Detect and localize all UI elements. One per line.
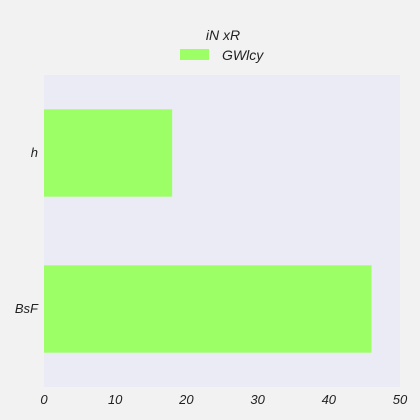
legend-title: iN xR bbox=[206, 27, 240, 43]
x-tick-label-40: 40 bbox=[322, 392, 337, 407]
bar-BsF bbox=[44, 265, 372, 353]
x-tick-label-20: 20 bbox=[178, 392, 194, 407]
y-axis-labels: BsF h bbox=[15, 145, 39, 316]
x-axis-labels: 0 10 20 30 40 50 bbox=[40, 392, 408, 407]
legend: iN xR GWlcy bbox=[180, 27, 264, 63]
x-tick-label-10: 10 bbox=[108, 392, 123, 407]
x-tick-label-30: 30 bbox=[250, 392, 265, 407]
x-tick-label-0: 0 bbox=[40, 392, 48, 407]
legend-swatch bbox=[180, 49, 209, 60]
y-tick-label-h: h bbox=[31, 145, 38, 160]
bars-group bbox=[44, 109, 372, 353]
y-tick-label-BsF: BsF bbox=[15, 301, 39, 316]
x-tick-label-50: 50 bbox=[393, 392, 408, 407]
bar-h bbox=[44, 109, 173, 197]
legend-label: GWlcy bbox=[222, 47, 264, 63]
